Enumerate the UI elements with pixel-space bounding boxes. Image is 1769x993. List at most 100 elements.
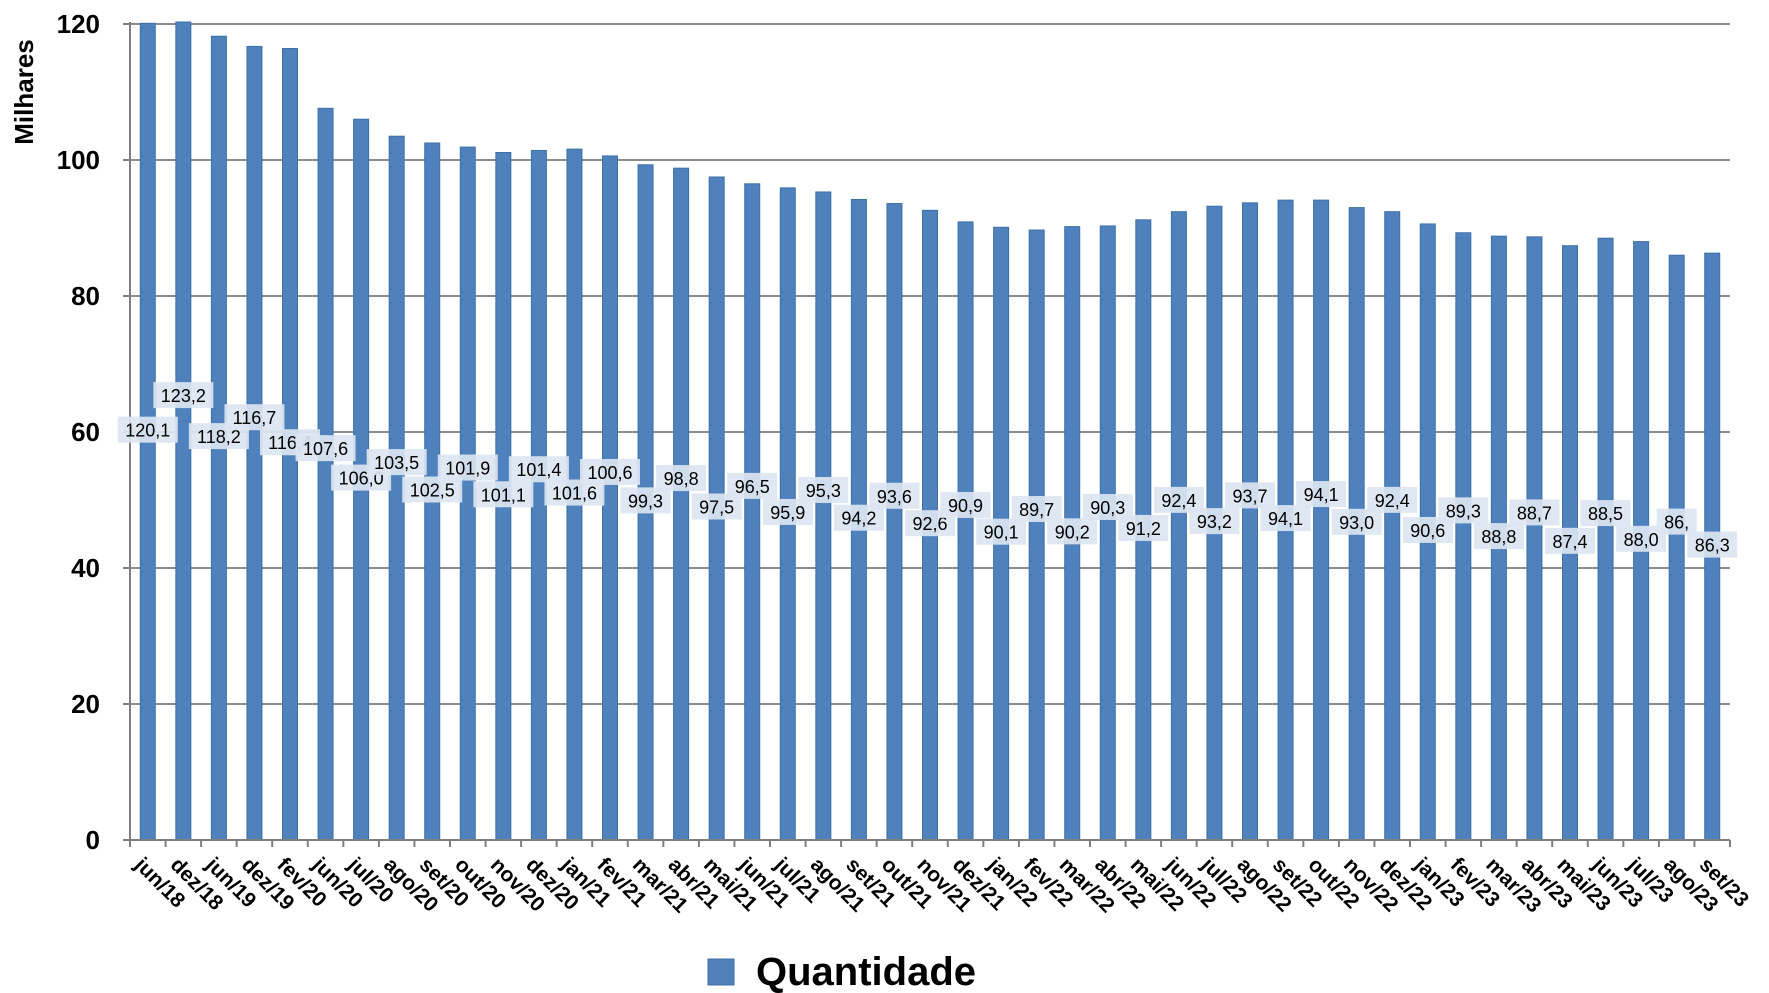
data-label-text: 87,4 xyxy=(1552,532,1587,552)
bar xyxy=(1170,211,1187,841)
data-label-text: 95,3 xyxy=(806,481,841,501)
data-label-text: 90,6 xyxy=(1410,521,1445,541)
data-label-background xyxy=(869,482,920,509)
data-label-text: 88,8 xyxy=(1481,527,1516,547)
bar xyxy=(957,221,974,841)
y-tick-label: 80 xyxy=(71,281,100,311)
data-label-text: 90,2 xyxy=(1055,522,1090,542)
data-label: 101,4 xyxy=(508,456,569,483)
y-tick-label: 0 xyxy=(86,825,100,855)
data-label-background xyxy=(762,498,813,525)
data-label: 88,5 xyxy=(1580,500,1631,527)
data-label-background xyxy=(798,476,849,503)
data-label-text: 93,0 xyxy=(1339,513,1374,533)
data-label: 95,3 xyxy=(798,476,849,503)
data-label: 86,3 xyxy=(1687,531,1738,558)
data-label-background xyxy=(1509,499,1560,526)
data-label-background xyxy=(366,449,427,476)
y-tick-label: 40 xyxy=(71,553,100,583)
bar xyxy=(1028,229,1045,841)
data-label: 90,1 xyxy=(976,518,1027,545)
data-label-background xyxy=(117,416,178,443)
data-label-text: 103,5 xyxy=(374,453,419,473)
data-label-background xyxy=(508,456,569,483)
bar xyxy=(1526,236,1543,841)
data-label-background xyxy=(1296,481,1347,508)
data-label: 89,3 xyxy=(1438,497,1489,524)
data-label-text: 90,1 xyxy=(984,523,1019,543)
bar xyxy=(602,155,618,841)
legend-label: Quantidade xyxy=(756,950,976,993)
bar xyxy=(673,167,690,841)
data-label: 92,4 xyxy=(1367,486,1418,513)
data-label-text: 116,7 xyxy=(233,408,277,428)
data-label: 100,6 xyxy=(580,458,640,485)
data-label-text: 93,2 xyxy=(1197,512,1232,532)
data-label-text: 101,1 xyxy=(481,485,526,505)
data-label: 96,5 xyxy=(727,472,778,499)
y-tick-labels: 0 20 40 60 80 100 120 xyxy=(57,9,100,855)
data-label: 102,5 xyxy=(402,476,463,503)
data-label-background xyxy=(1687,531,1738,558)
data-label-text: 92,4 xyxy=(1375,491,1410,511)
data-label-text: 102,5 xyxy=(410,481,455,501)
data-label: 93,0 xyxy=(1331,508,1382,535)
data-label: 88,7 xyxy=(1509,499,1560,526)
data-label-text: 92,4 xyxy=(1161,491,1196,511)
data-label: 94,1 xyxy=(1296,481,1347,508)
data-label-text: 86, xyxy=(1664,513,1689,533)
bar xyxy=(175,21,192,841)
bar xyxy=(459,146,476,841)
y-axis-label: Milhares xyxy=(9,39,39,145)
data-label-background xyxy=(1331,508,1382,535)
x-tick-labels: jun/18dez/18jun/19dez/19fev/20jun/20jul/… xyxy=(130,853,1754,918)
data-label: 101,1 xyxy=(473,481,534,508)
data-label: 101,9 xyxy=(437,454,498,481)
data-label-background xyxy=(1047,518,1098,545)
data-label-background xyxy=(402,476,463,503)
data-label: 93,7 xyxy=(1225,482,1275,509)
bar xyxy=(744,183,761,841)
y-tick-label: 20 xyxy=(71,689,100,719)
data-label: 123,2 xyxy=(153,382,214,409)
data-label-background xyxy=(976,518,1027,545)
data-label-text: 90,3 xyxy=(1090,498,1125,518)
data-label: 103,5 xyxy=(366,449,427,476)
data-label-background xyxy=(1656,508,1697,535)
data-label: 94,2 xyxy=(833,504,884,531)
data-label: 90,9 xyxy=(940,491,991,518)
data-label-background xyxy=(727,472,778,499)
data-label-text: 96,5 xyxy=(735,477,770,497)
data-label: 116,7 xyxy=(224,404,285,431)
bar xyxy=(1313,199,1330,841)
data-label-text: 88,5 xyxy=(1588,504,1623,524)
bar xyxy=(1455,232,1472,841)
bar xyxy=(317,107,334,841)
data-label: 99,3 xyxy=(620,487,671,514)
data-label: 98,8 xyxy=(656,465,707,492)
legend: Quantidade xyxy=(707,950,976,993)
data-label-text: 98,8 xyxy=(664,469,699,489)
data-label-background xyxy=(473,481,534,508)
data-label-text: 88,7 xyxy=(1517,503,1552,523)
data-label-background xyxy=(1438,497,1489,524)
data-label-background xyxy=(224,404,285,431)
data-label: 87,4 xyxy=(1545,527,1595,554)
data-label-background xyxy=(656,465,707,492)
data-label-background xyxy=(620,487,671,514)
data-label-text: 107,6 xyxy=(303,439,348,459)
bar xyxy=(886,203,903,841)
y-tick-label: 60 xyxy=(71,417,100,447)
data-labels: 120,1123,2118,2116,7116,4107,6106,0103,5… xyxy=(117,382,1738,558)
data-label-text: 90,9 xyxy=(948,496,983,516)
data-label-background xyxy=(1473,523,1524,550)
data-label-background xyxy=(833,504,884,531)
data-label-text: 93,7 xyxy=(1232,486,1267,506)
data-label-background xyxy=(940,491,991,518)
data-label: 107,6 xyxy=(295,435,356,462)
data-label-text: 89,3 xyxy=(1446,501,1481,521)
data-label: 94,1 xyxy=(1260,505,1311,532)
data-label: 86, xyxy=(1656,508,1697,535)
data-label-text: 101,6 xyxy=(552,484,597,504)
